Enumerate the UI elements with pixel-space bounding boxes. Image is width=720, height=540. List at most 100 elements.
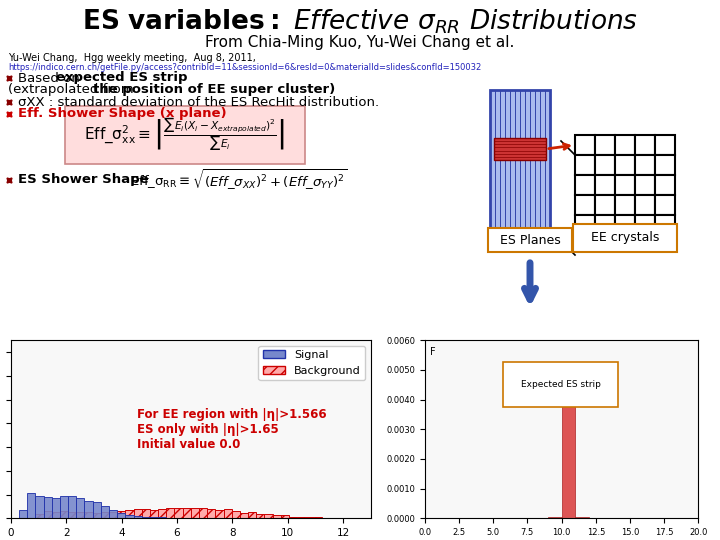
Bar xyxy=(494,138,546,160)
Bar xyxy=(615,135,635,155)
Bar xyxy=(101,512,109,518)
Bar xyxy=(117,511,125,518)
Bar xyxy=(273,515,281,518)
Text: $\mathrm{Eff\_\sigma^2_{xx}} \equiv \left|\frac{\sum E_i(X_i - X_{extrapolated}): $\mathrm{Eff\_\sigma^2_{xx}} \equiv \lef… xyxy=(84,116,286,154)
Bar xyxy=(191,508,199,518)
Bar xyxy=(264,514,273,518)
Bar xyxy=(575,175,595,195)
Bar xyxy=(305,517,313,518)
Bar xyxy=(158,509,166,518)
Bar xyxy=(35,514,43,518)
Bar xyxy=(166,508,174,518)
Text: From Chia-Ming Kuo, Yu-Wei Chang et al.: From Chia-Ming Kuo, Yu-Wei Chang et al. xyxy=(205,35,515,50)
Bar xyxy=(19,510,27,518)
Bar xyxy=(52,512,60,518)
Bar xyxy=(35,496,43,518)
Text: Expected ES strip: Expected ES strip xyxy=(521,380,600,389)
Bar xyxy=(101,506,109,518)
Bar xyxy=(150,510,158,518)
Bar xyxy=(223,509,232,518)
Bar xyxy=(125,515,133,518)
Text: ES Shower Shape: ES Shower Shape xyxy=(18,173,148,186)
Bar xyxy=(133,509,142,518)
Bar xyxy=(84,512,93,518)
Bar xyxy=(109,510,117,518)
Bar xyxy=(215,510,223,518)
Bar xyxy=(575,155,595,175)
Text: σXX : standard deviation of the ES RecHit distribution.: σXX : standard deviation of the ES RecHi… xyxy=(18,96,379,109)
FancyBboxPatch shape xyxy=(488,228,572,252)
Bar xyxy=(635,175,655,195)
Bar xyxy=(27,493,35,518)
Bar xyxy=(615,195,635,215)
Bar xyxy=(60,496,68,518)
Bar xyxy=(76,512,84,518)
Bar xyxy=(595,135,615,155)
Bar xyxy=(655,215,675,235)
Bar xyxy=(595,175,615,195)
Bar xyxy=(93,502,101,518)
Bar xyxy=(133,516,142,518)
Bar xyxy=(43,511,52,518)
Bar xyxy=(490,90,550,230)
Bar xyxy=(142,509,150,518)
Bar xyxy=(635,195,655,215)
Text: Yu-Wei Chang,  Hgg weekly meeting,  Aug 8, 2011,: Yu-Wei Chang, Hgg weekly meeting, Aug 8,… xyxy=(8,53,256,63)
Bar xyxy=(635,215,655,235)
Text: the position of EE super cluster): the position of EE super cluster) xyxy=(93,84,336,97)
Bar xyxy=(655,135,675,155)
Text: expected ES strip: expected ES strip xyxy=(56,71,187,84)
Bar xyxy=(60,511,68,518)
Bar xyxy=(65,106,305,164)
Bar xyxy=(232,511,240,518)
Bar xyxy=(125,510,133,518)
Bar xyxy=(142,517,150,518)
Bar xyxy=(575,195,595,215)
Bar xyxy=(595,195,615,215)
Bar xyxy=(117,513,125,518)
Bar xyxy=(595,155,615,175)
Bar xyxy=(43,497,52,518)
Bar xyxy=(655,175,675,195)
Bar xyxy=(93,513,101,518)
Bar xyxy=(615,215,635,235)
Bar xyxy=(562,370,575,518)
Bar xyxy=(655,195,675,215)
Text: https://indico.cern.ch/getFile.py/access?contribId=11&sessionId=6&resId=0&materi: https://indico.cern.ch/getFile.py/access… xyxy=(8,63,481,71)
Bar xyxy=(76,498,84,518)
Text: For EE region with |η|>1.566
ES only with |η|>1.65
Initial value 0.0: For EE region with |η|>1.566 ES only wit… xyxy=(137,408,326,451)
Bar xyxy=(615,155,635,175)
Text: Based on: Based on xyxy=(18,71,84,84)
Bar xyxy=(575,215,595,235)
Bar xyxy=(595,215,615,235)
Bar xyxy=(281,515,289,518)
Text: $\mathbf{ES\ variables:\ }$$\mathit{Effective\ \sigma_{RR}\ Distributions}$: $\mathbf{ES\ variables:\ }$$\mathit{Effe… xyxy=(82,8,638,36)
Bar xyxy=(575,135,595,155)
Bar xyxy=(575,517,589,518)
Bar xyxy=(635,135,655,155)
Bar xyxy=(297,517,305,518)
Bar xyxy=(248,512,256,518)
Bar xyxy=(174,508,183,518)
Bar xyxy=(207,509,215,518)
Text: Eff. Shower Shape (x plane): Eff. Shower Shape (x plane) xyxy=(18,107,227,120)
Legend: Signal, Background: Signal, Background xyxy=(258,346,365,380)
FancyBboxPatch shape xyxy=(573,224,677,252)
Text: (extrapolated from: (extrapolated from xyxy=(8,84,138,97)
Bar xyxy=(289,517,297,518)
Bar xyxy=(635,155,655,175)
Text: F: F xyxy=(431,347,436,357)
Text: $\mathrm{Eff\_\sigma_{RR}} \equiv \sqrt{(Eff\_\sigma_{XX})^2 + (Eff\_\sigma_{YY}: $\mathrm{Eff\_\sigma_{RR}} \equiv \sqrt{… xyxy=(130,168,348,192)
Bar xyxy=(548,517,562,518)
Bar xyxy=(150,517,158,518)
Text: EE crystals: EE crystals xyxy=(591,232,660,245)
Bar xyxy=(615,175,635,195)
Bar xyxy=(68,512,76,518)
Bar xyxy=(52,498,60,518)
Bar xyxy=(256,514,264,518)
Bar xyxy=(68,496,76,518)
Bar xyxy=(84,501,93,518)
Bar xyxy=(240,512,248,518)
Bar xyxy=(158,517,166,518)
Bar xyxy=(109,512,117,518)
